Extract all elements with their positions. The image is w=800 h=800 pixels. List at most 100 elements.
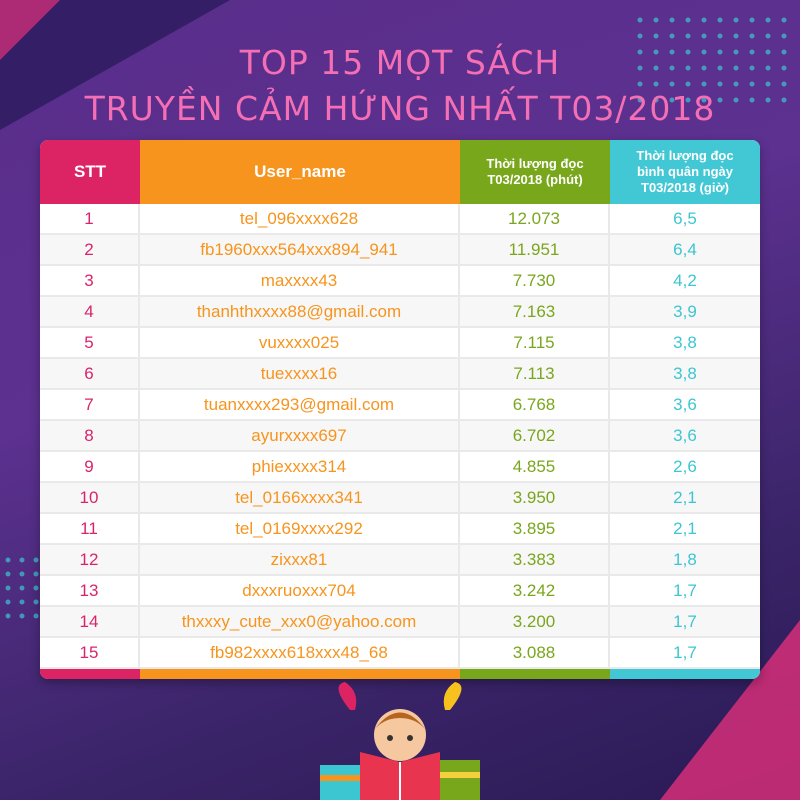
cell-hours: 3,9	[673, 301, 697, 321]
dot	[669, 33, 675, 39]
cell-minutes: 3.950	[460, 483, 610, 512]
dot	[685, 81, 691, 87]
dot	[781, 97, 787, 103]
dot	[701, 33, 707, 39]
table-header: STT User_name Thời lượng đọc T03/2018 (p…	[40, 140, 760, 204]
dot	[5, 599, 11, 605]
cell-stt: 9	[40, 452, 140, 481]
dot	[685, 17, 691, 23]
cell-stt: 3	[40, 266, 140, 295]
cell-stt: 12	[40, 545, 140, 574]
dot	[669, 81, 675, 87]
dot	[733, 33, 739, 39]
dot	[781, 17, 787, 23]
dot	[637, 49, 643, 55]
cell-stt: 10	[40, 483, 140, 512]
dot	[5, 585, 11, 591]
dot	[669, 49, 675, 55]
dot	[653, 97, 659, 103]
cell-hours: 3,6	[673, 394, 697, 414]
cell-username: maxxxx43	[140, 266, 460, 295]
dot	[781, 33, 787, 39]
dot	[733, 65, 739, 71]
cell-stt: 5	[40, 328, 140, 357]
cell-hours: 3,8	[673, 332, 697, 352]
dot	[669, 17, 675, 23]
dot	[5, 571, 11, 577]
dot	[749, 33, 755, 39]
cell-username: zixxx81	[140, 545, 460, 574]
dot	[637, 65, 643, 71]
table-footer-bar	[40, 669, 760, 679]
dot	[685, 65, 691, 71]
dot	[765, 33, 771, 39]
dot	[19, 557, 25, 563]
dot	[701, 49, 707, 55]
dot	[637, 81, 643, 87]
dot	[701, 97, 707, 103]
dot	[653, 49, 659, 55]
cell-hours: 1,7	[673, 580, 697, 600]
dot	[5, 557, 11, 563]
cell-minutes: 3.242	[460, 576, 610, 605]
dot	[765, 65, 771, 71]
dot	[669, 65, 675, 71]
header-username: User_name	[140, 140, 460, 204]
table-row: 15 fb982xxxx618xxx48_68 3.088 1,7	[40, 638, 760, 669]
dot	[717, 65, 723, 71]
dot	[733, 17, 739, 23]
dot	[637, 97, 643, 103]
dot	[653, 65, 659, 71]
table-row: 1 tel_096xxxx628 12.073 6,5	[40, 204, 760, 235]
header-hours: Thời lượng đọc bình quân ngày T03/2018 (…	[610, 140, 760, 204]
dot	[33, 557, 39, 563]
cell-minutes: 6.702	[460, 421, 610, 450]
cell-stt: 1	[40, 204, 140, 233]
dot	[749, 81, 755, 87]
dot	[765, 81, 771, 87]
cell-username: thxxxy_cute_xxx0@yahoo.com	[140, 607, 460, 636]
cell-username: ayurxxxx697	[140, 421, 460, 450]
cell-minutes: 4.855	[460, 452, 610, 481]
cell-minutes: 7.115	[460, 328, 610, 357]
dot	[653, 17, 659, 23]
cell-hours: 1,8	[673, 549, 697, 569]
table-row: 4 thanhthxxxx88@gmail.com 7.163 3,9	[40, 297, 760, 328]
table-row: 6 tuexxxx16 7.113 3,8	[40, 359, 760, 390]
table-row: 8 ayurxxxx697 6.702 3,6	[40, 421, 760, 452]
dot	[765, 49, 771, 55]
cell-hours: 2,1	[673, 487, 697, 507]
dot	[717, 17, 723, 23]
cell-hours: 6,4	[673, 239, 697, 259]
table-row: 2 fb1960xxx564xxx894_941 11.951 6,4	[40, 235, 760, 266]
cell-stt: 4	[40, 297, 140, 326]
cell-stt: 13	[40, 576, 140, 605]
table-row: 13 dxxxruoxxx704 3.242 1,7	[40, 576, 760, 607]
cell-minutes: 3.895	[460, 514, 610, 543]
cell-hours: 3,8	[673, 363, 697, 383]
table-row: 14 thxxxy_cute_xxx0@yahoo.com 3.200 1,7	[40, 607, 760, 638]
table-row: 12 zixxx81 3.383 1,8	[40, 545, 760, 576]
dot	[781, 65, 787, 71]
cell-stt: 8	[40, 421, 140, 450]
dot	[717, 49, 723, 55]
dot	[733, 81, 739, 87]
dot	[19, 599, 25, 605]
cell-minutes: 11.951	[460, 235, 610, 264]
cell-hours: 2,1	[673, 518, 697, 538]
dot	[765, 17, 771, 23]
cell-minutes: 3.200	[460, 607, 610, 636]
cell-hours: 1,7	[673, 642, 697, 662]
dot	[33, 571, 39, 577]
dot	[701, 65, 707, 71]
cell-username: vuxxxx025	[140, 328, 460, 357]
dot	[717, 33, 723, 39]
cell-hours: 2,6	[673, 456, 697, 476]
dot	[33, 599, 39, 605]
dot	[701, 17, 707, 23]
cell-username: tel_0166xxxx341	[140, 483, 460, 512]
dot	[653, 81, 659, 87]
cell-hours: 4,2	[673, 270, 697, 290]
dot	[765, 97, 771, 103]
dot	[653, 33, 659, 39]
